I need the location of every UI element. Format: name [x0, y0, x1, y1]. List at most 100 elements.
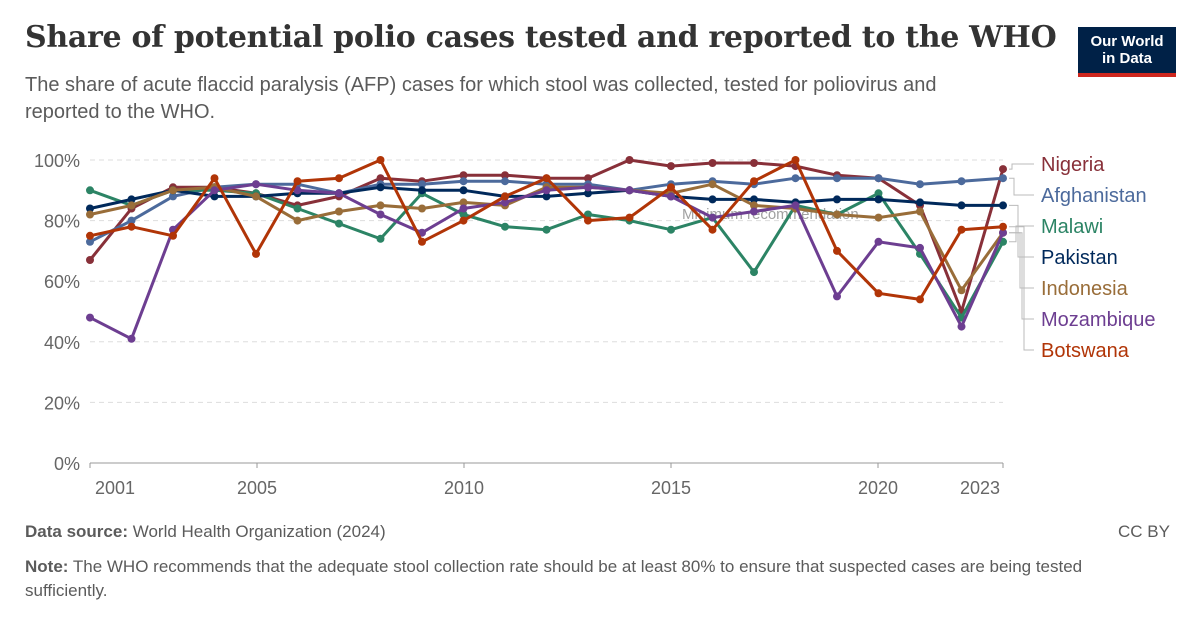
data-point-indonesia	[418, 204, 426, 213]
x-tick-label: 2015	[651, 478, 691, 498]
license-link[interactable]: CC BY	[1118, 522, 1170, 541]
data-point-pakistan	[376, 183, 385, 192]
data-point-afghanistan	[127, 216, 136, 225]
legend-label-botswana[interactable]: Botswana	[1041, 340, 1130, 362]
legend-connector-nigeria	[1009, 163, 1034, 170]
data-point-mozambique	[667, 192, 675, 201]
data-point-indonesia	[916, 207, 924, 216]
data-point-botswana	[252, 249, 260, 258]
data-point-mozambique	[210, 186, 219, 195]
data-point-pakistan	[210, 192, 219, 201]
data-point-pakistan	[86, 204, 94, 213]
data-point-malawi	[542, 225, 551, 234]
data-point-botswana	[459, 216, 468, 225]
data-point-nigeria	[376, 174, 385, 183]
data-point-malawi	[86, 186, 94, 195]
data-point-malawi	[293, 204, 302, 213]
data-point-afghanistan	[169, 192, 177, 201]
x-tick-label: 2020	[858, 478, 898, 498]
data-point-afghanistan	[957, 177, 966, 186]
data-point-botswana	[750, 177, 758, 186]
data-point-botswana	[625, 213, 634, 222]
data-point-nigeria	[501, 171, 509, 180]
chart-note: Note: The WHO recommends that the adequa…	[25, 555, 1145, 603]
data-point-botswana	[86, 231, 94, 240]
data-point-indonesia	[957, 286, 966, 295]
data-point-indonesia	[86, 210, 94, 219]
data-point-afghanistan	[86, 237, 94, 246]
legend-label-nigeria[interactable]: Nigeria	[1041, 154, 1105, 176]
y-tick-label: 0%	[54, 454, 80, 474]
data-point-afghanistan	[916, 180, 924, 189]
data-point-pakistan	[916, 198, 924, 207]
data-point-nigeria	[459, 171, 468, 180]
data-point-mozambique	[501, 198, 509, 207]
data-point-pakistan	[459, 186, 468, 195]
legend-label-mozambique[interactable]: Mozambique	[1041, 309, 1156, 331]
data-point-indonesia	[376, 201, 385, 210]
logo-line-2: in Data	[1101, 50, 1152, 67]
legend-label-indonesia[interactable]: Indonesia	[1041, 278, 1129, 300]
data-point-botswana	[791, 156, 800, 164]
data-point-afghanistan	[459, 177, 468, 186]
data-point-pakistan	[874, 195, 883, 204]
data-point-mozambique	[791, 201, 800, 210]
data-point-mozambique	[750, 207, 758, 216]
data-point-nigeria	[708, 159, 717, 167]
series-line-malawi	[88, 188, 1005, 320]
legend-connector-mozambique	[1009, 232, 1034, 320]
data-point-mozambique	[957, 322, 966, 331]
x-tick-label: 2001	[95, 478, 135, 498]
y-tick-label: 80%	[44, 212, 80, 232]
data-point-mozambique	[252, 180, 260, 189]
note-label: Note:	[25, 557, 69, 576]
legend-connector-afghanistan	[1009, 177, 1034, 196]
chart-title: Share of potential polio cases tested an…	[25, 20, 1057, 55]
data-point-mozambique	[625, 186, 634, 195]
data-point-botswana	[127, 222, 136, 231]
data-source-link[interactable]: World Health Organization (2024)	[132, 522, 386, 541]
data-point-botswana	[169, 231, 177, 240]
series-line-mozambique	[88, 182, 1005, 341]
owid-logo[interactable]: Our World in Data	[1078, 27, 1176, 77]
data-point-afghanistan	[791, 174, 800, 183]
data-point-nigeria	[750, 159, 758, 167]
data-point-pakistan	[999, 201, 1007, 210]
data-point-botswana	[293, 177, 302, 186]
data-point-pakistan	[750, 195, 758, 204]
legend-label-afghanistan[interactable]: Afghanistan	[1041, 185, 1147, 207]
data-point-pakistan	[833, 195, 841, 204]
data-point-botswana	[833, 246, 841, 255]
data-point-malawi	[459, 210, 468, 219]
legend-label-malawi[interactable]: Malawi	[1041, 216, 1103, 238]
data-point-botswana	[957, 225, 966, 234]
data-point-mozambique	[86, 313, 94, 322]
data-point-indonesia	[293, 216, 302, 225]
data-point-nigeria	[86, 256, 94, 264]
y-tick-label: 40%	[44, 333, 80, 353]
data-point-mozambique	[708, 213, 717, 222]
data-point-indonesia	[252, 192, 260, 201]
data-point-malawi	[750, 268, 758, 277]
data-point-botswana	[418, 237, 426, 246]
data-point-indonesia	[874, 213, 883, 222]
x-tick-label: 2005	[237, 478, 277, 498]
chart-subtitle: The share of acute flaccid paralysis (AF…	[25, 74, 937, 123]
data-point-nigeria	[667, 162, 675, 171]
data-point-botswana	[999, 222, 1007, 231]
legend-label-pakistan[interactable]: Pakistan	[1041, 247, 1118, 269]
x-tick-label: 2010	[444, 478, 484, 498]
x-tick-label: 2023	[960, 478, 1000, 498]
data-point-afghanistan	[418, 180, 426, 189]
data-point-indonesia	[127, 201, 136, 210]
data-point-pakistan	[708, 195, 717, 204]
data-point-pakistan	[957, 201, 966, 210]
data-point-botswana	[542, 174, 551, 183]
y-tick-label: 60%	[44, 272, 80, 292]
data-source-label: Data source:	[25, 522, 128, 541]
data-point-botswana	[874, 289, 883, 298]
data-point-mozambique	[335, 189, 343, 198]
data-point-afghanistan	[501, 177, 509, 186]
data-point-nigeria	[999, 165, 1007, 174]
y-tick-label: 100%	[34, 151, 80, 171]
